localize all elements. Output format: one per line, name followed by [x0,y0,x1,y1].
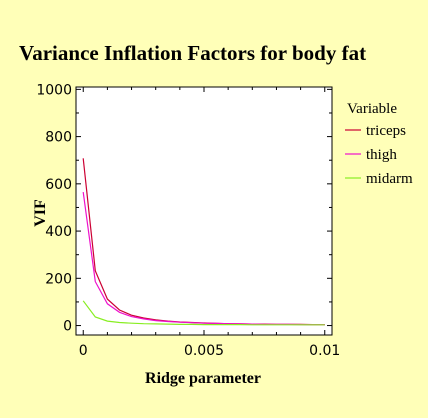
plot-frame [75,86,333,336]
y-tick-label: 200 [45,271,72,287]
x-tick-label: 0.005 [184,343,224,359]
series-lines [82,158,325,326]
legend-label-midarm: midarm [366,171,413,187]
legend-label-thigh: thigh [366,147,397,163]
y-tick-label: 600 [45,177,72,193]
legend: Variable triceps thigh midarm [345,101,413,187]
x-axis-label: Ridge parameter [145,370,261,387]
y-axis: 0 200 400 600 800 1000 [36,82,332,335]
y-tick-label: 400 [45,224,72,240]
series-line-midarm [82,300,325,326]
y-axis-label: VIF [32,199,49,227]
chart-title: Variance Inflation Factors for body fat [19,41,366,65]
legend-label-triceps: triceps [366,123,406,139]
y-tick-label: 0 [63,319,72,335]
x-tick-label: 0 [79,343,88,359]
y-tick-label: 1000 [36,82,72,98]
y-tick-label: 800 [45,130,72,146]
x-tick-label: 0.01 [309,343,340,359]
x-axis: 0 0.005 0.01 [79,87,340,359]
legend-title: Variable [347,101,397,117]
